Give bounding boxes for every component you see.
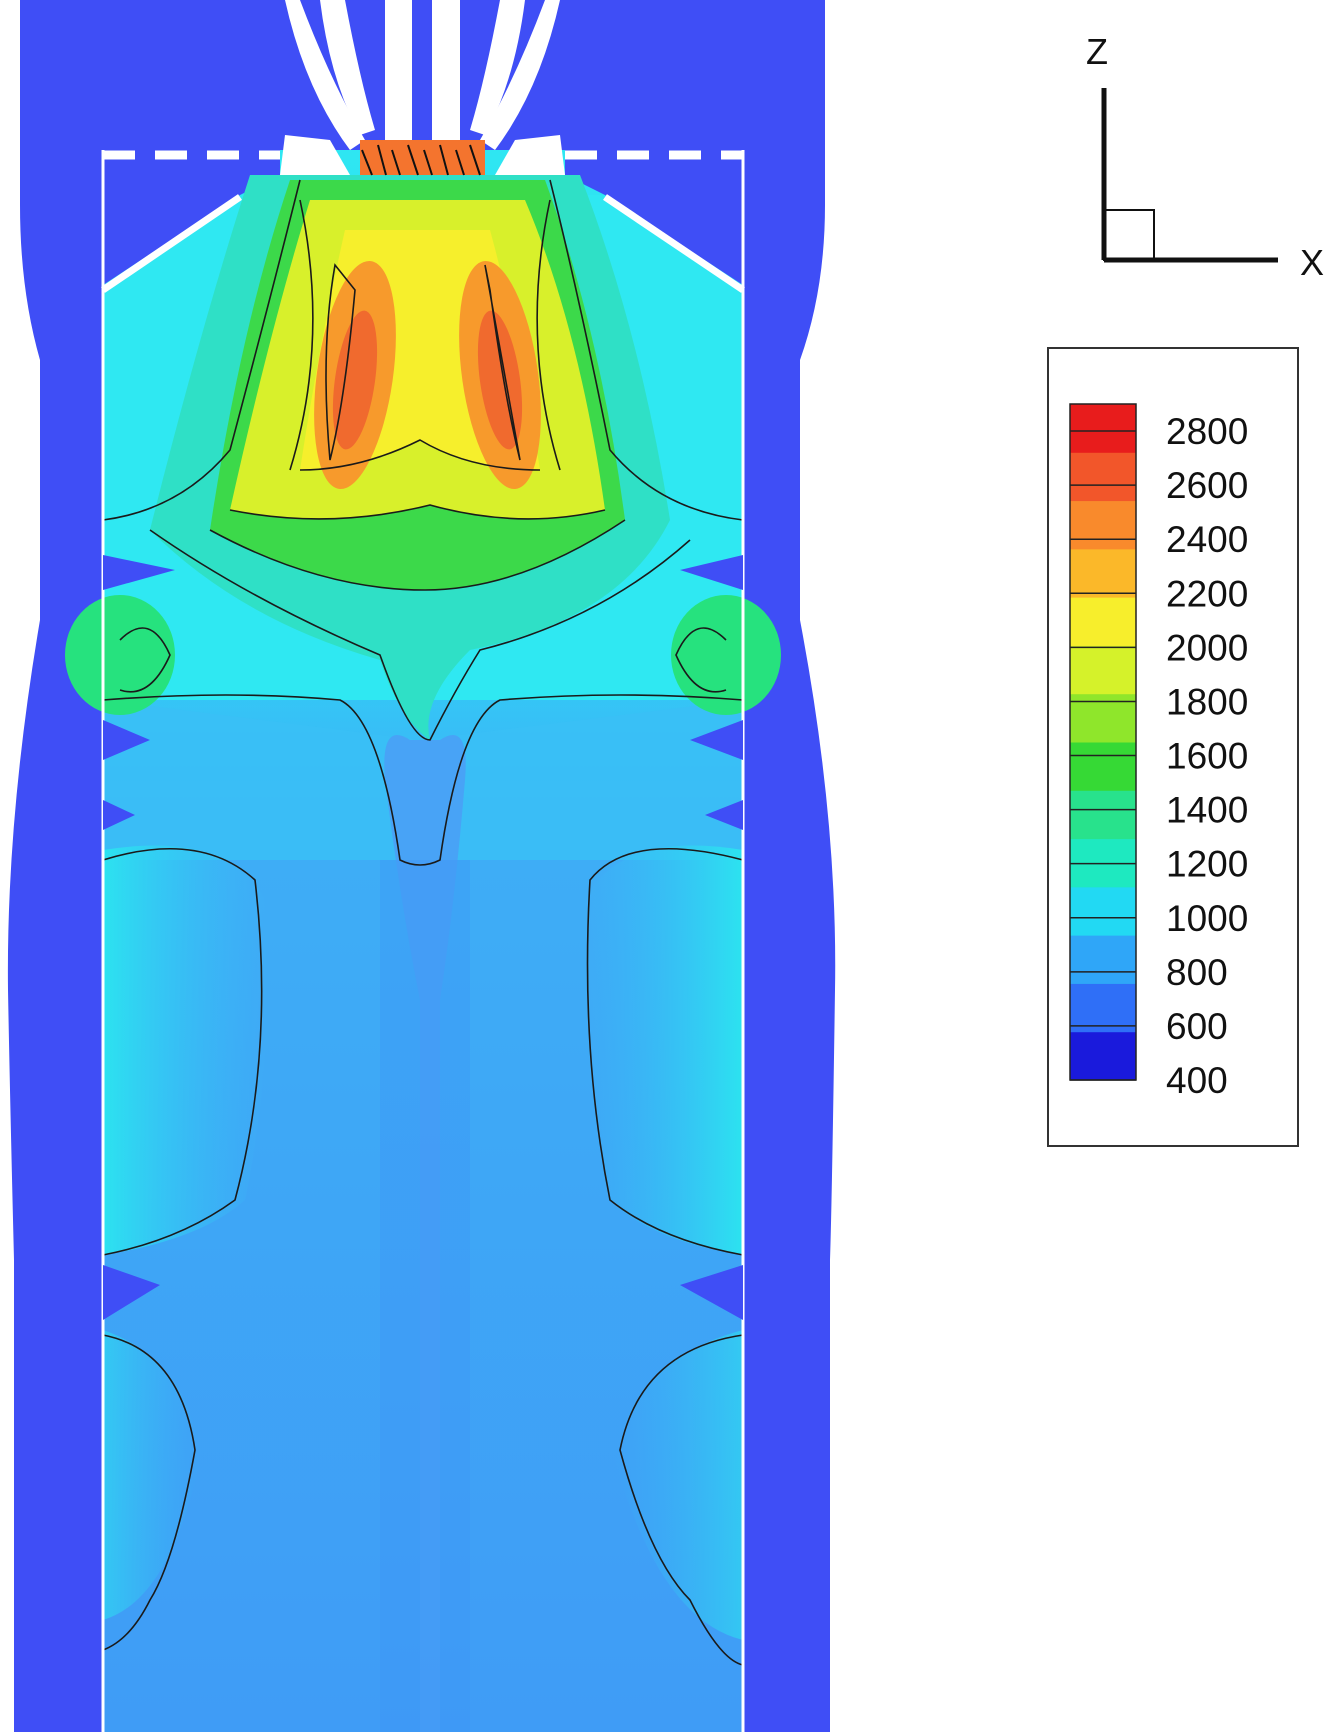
cone-wall-right	[603, 194, 745, 293]
colorbar-swatch	[1070, 548, 1136, 598]
hot-lobe-right-core	[477, 310, 523, 450]
contour-line	[209, 519, 626, 591]
colorbar-swatches	[1070, 404, 1136, 1081]
colorbar-swatch	[1070, 500, 1136, 550]
hot-lobe-left-core	[332, 310, 378, 450]
z-axis-label: Z	[1086, 31, 1108, 72]
colorbar-swatch	[1070, 645, 1136, 695]
injector-assembly	[280, 0, 565, 176]
swirler-body-right	[470, 0, 525, 135]
swirler-body-left	[320, 0, 375, 135]
swirler-lip-right	[495, 135, 565, 175]
dilution-holes	[103, 555, 743, 1320]
contour-line	[325, 263, 356, 461]
cone-corner-left	[103, 150, 280, 285]
side-pocket-right-lower	[615, 1330, 743, 1640]
contour-line	[675, 627, 727, 693]
swirler-lip-left	[280, 135, 350, 175]
contour-line	[102, 847, 263, 1256]
contour-line	[102, 694, 744, 866]
colorbar-tick-label: 1800	[1166, 681, 1248, 722]
colorbar-tick-label: 600	[1166, 1006, 1228, 1047]
side-pocket-right	[584, 845, 743, 1255]
swirler-outer-right	[480, 0, 560, 150]
colorbar-swatch	[1070, 983, 1136, 1033]
contour-line	[586, 847, 744, 1256]
colorbar-swatch	[1070, 452, 1136, 502]
side-pocket-left-lower	[103, 1330, 200, 1620]
colorbar-swatch	[1070, 886, 1136, 936]
hole-left-3	[103, 800, 135, 830]
contour-line	[102, 179, 301, 521]
nozzle-exit-contours	[361, 144, 481, 176]
colorbar-swatch	[1070, 790, 1136, 840]
contour-line	[361, 144, 481, 176]
colorbar-tick-label: 400	[1166, 1060, 1228, 1101]
contour-line	[289, 199, 314, 471]
contour-line	[229, 504, 606, 520]
colorbar-swatch	[1070, 1031, 1136, 1081]
colorbar-tick-label: 800	[1166, 952, 1228, 993]
contour-line	[102, 1334, 196, 1651]
contour-line	[119, 627, 171, 693]
hole-left-1	[103, 555, 175, 590]
colorbar-tick-label: 2200	[1166, 573, 1248, 614]
central-jet	[384, 735, 466, 1732]
colorbar-ticks: 2800 2600 2400 2200 2000 1800 1600 1400 1200 1000…	[1069, 403, 1248, 1101]
contour-line	[484, 264, 521, 461]
contour-line	[299, 439, 541, 471]
colorbar-swatch	[1070, 742, 1136, 791]
hole-right-1	[680, 555, 743, 590]
colorbar-tick-label: 1000	[1166, 898, 1248, 939]
hole-left-4	[103, 1265, 160, 1320]
hole-left-2	[103, 720, 150, 760]
colorbar-tick-label: 1400	[1166, 790, 1248, 831]
colorbar-swatch	[1070, 597, 1136, 646]
chamber-walls	[101, 150, 745, 1732]
colorbar-legend: 2800 2600 2400 2200 2000 1800 1600 1400 1200 1000…	[1047, 347, 1299, 1147]
hole-right-2	[690, 720, 743, 760]
swirler-outer	[285, 0, 365, 150]
cone-wall-left	[101, 194, 242, 293]
contour-line	[536, 199, 561, 471]
fuel-lance-core	[412, 0, 432, 145]
hole-right-3	[705, 800, 743, 830]
colorbar-swatch	[1070, 404, 1136, 453]
colorbar-tick-label: 2600	[1166, 465, 1248, 506]
x-axis-label: X	[1300, 242, 1324, 283]
colorbar-tick-label: 2400	[1166, 519, 1248, 560]
colorbar-tick-label: 1600	[1166, 736, 1248, 777]
origin-square	[1103, 209, 1155, 261]
side-pocket-left	[103, 845, 268, 1255]
colorbar-tick-label: 2800	[1166, 411, 1248, 452]
contour-line	[619, 1334, 744, 1666]
cone-corner-right	[565, 150, 743, 285]
contour-line	[549, 179, 744, 521]
colorbar-tick-label: 1200	[1166, 844, 1248, 885]
colorbar-swatch	[1070, 935, 1136, 984]
colorbar-tick-label: 2000	[1166, 627, 1248, 668]
side-green-right	[671, 595, 781, 715]
contour-line	[149, 529, 691, 741]
hole-right-4	[680, 1265, 743, 1320]
contour-lines	[102, 179, 744, 1666]
colorbar-frame	[1069, 403, 1137, 1081]
axes-triad: Z X	[1086, 31, 1324, 283]
plume-cold-jet-tail	[380, 860, 470, 1732]
side-green-left	[65, 595, 175, 715]
